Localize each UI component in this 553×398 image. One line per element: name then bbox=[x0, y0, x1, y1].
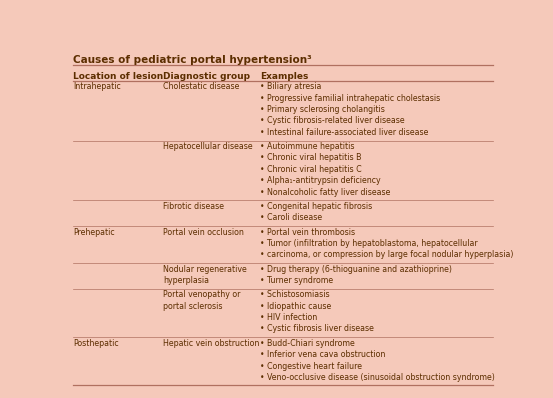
Text: • Chronic viral hepatitis B: • Chronic viral hepatitis B bbox=[260, 154, 361, 162]
Text: Portal vein occlusion: Portal vein occlusion bbox=[164, 228, 244, 237]
Text: • Drug therapy (6-thioguanine and azathioprine): • Drug therapy (6-thioguanine and azathi… bbox=[260, 265, 452, 274]
Text: • Cystic fibrosis-related liver disease: • Cystic fibrosis-related liver disease bbox=[260, 116, 404, 125]
Text: Portal venopathy or: Portal venopathy or bbox=[164, 291, 241, 299]
Text: • Nonalcoholic fatty liver disease: • Nonalcoholic fatty liver disease bbox=[260, 187, 390, 197]
Text: Diagnostic group: Diagnostic group bbox=[164, 72, 251, 81]
Text: • Schistosomiasis: • Schistosomiasis bbox=[260, 291, 330, 299]
Text: Intrahepatic: Intrahepatic bbox=[74, 82, 121, 92]
Text: Examples: Examples bbox=[260, 72, 308, 81]
Text: • HIV infection: • HIV infection bbox=[260, 313, 317, 322]
Text: • Caroli disease: • Caroli disease bbox=[260, 213, 322, 222]
Text: Posthepatic: Posthepatic bbox=[74, 339, 119, 348]
Text: • Budd-Chiari syndrome: • Budd-Chiari syndrome bbox=[260, 339, 354, 348]
Text: Causes of pediatric portal hypertension³: Causes of pediatric portal hypertension³ bbox=[74, 55, 312, 65]
Text: Fibrotic disease: Fibrotic disease bbox=[164, 202, 225, 211]
Text: • Congenital hepatic fibrosis: • Congenital hepatic fibrosis bbox=[260, 202, 372, 211]
Text: Hepatocellular disease: Hepatocellular disease bbox=[164, 142, 253, 151]
Text: • Inferior vena cava obstruction: • Inferior vena cava obstruction bbox=[260, 350, 385, 359]
Text: • Biliary atresia: • Biliary atresia bbox=[260, 82, 321, 92]
Text: • Portal vein thrombosis: • Portal vein thrombosis bbox=[260, 228, 355, 237]
Text: Cholestatic disease: Cholestatic disease bbox=[164, 82, 240, 92]
Text: • Cystic fibrosis liver disease: • Cystic fibrosis liver disease bbox=[260, 324, 374, 334]
Text: • Idiopathic cause: • Idiopathic cause bbox=[260, 302, 331, 311]
Text: • Primary sclerosing cholangitis: • Primary sclerosing cholangitis bbox=[260, 105, 385, 114]
Text: portal sclerosis: portal sclerosis bbox=[164, 302, 223, 311]
Text: • Alpha₁-antitrypsin deficiency: • Alpha₁-antitrypsin deficiency bbox=[260, 176, 380, 185]
Text: • Progressive familial intrahepatic cholestasis: • Progressive familial intrahepatic chol… bbox=[260, 94, 440, 103]
Text: Hepatic vein obstruction: Hepatic vein obstruction bbox=[164, 339, 260, 348]
Text: Nodular regenerative: Nodular regenerative bbox=[164, 265, 247, 274]
Text: • Chronic viral hepatitis C: • Chronic viral hepatitis C bbox=[260, 165, 362, 174]
Text: • Congestive heart failure: • Congestive heart failure bbox=[260, 361, 362, 371]
Text: Location of lesion: Location of lesion bbox=[74, 72, 164, 81]
Text: • Tumor (infiltration by hepatoblastoma, hepatocellular: • Tumor (infiltration by hepatoblastoma,… bbox=[260, 239, 477, 248]
Text: • Intestinal failure-associated liver disease: • Intestinal failure-associated liver di… bbox=[260, 128, 428, 137]
Text: hyperplasia: hyperplasia bbox=[164, 276, 210, 285]
Text: • Veno-occlusive disease (sinusoidal obstruction syndrome): • Veno-occlusive disease (sinusoidal obs… bbox=[260, 373, 494, 382]
Text: • Autoimmune hepatitis: • Autoimmune hepatitis bbox=[260, 142, 354, 151]
Text: Prehepatic: Prehepatic bbox=[74, 228, 115, 237]
Text: • Turner syndrome: • Turner syndrome bbox=[260, 276, 333, 285]
Text: • carcinoma, or compression by large focal nodular hyperplasia): • carcinoma, or compression by large foc… bbox=[260, 250, 513, 259]
